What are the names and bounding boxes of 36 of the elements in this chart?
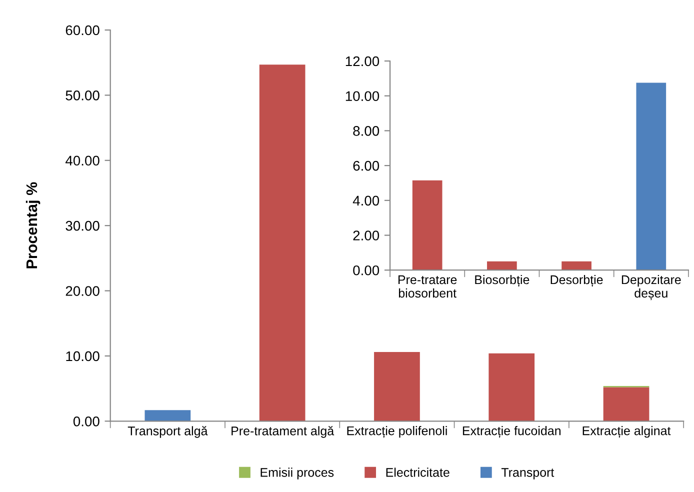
y-tick-label: 60.00 bbox=[66, 25, 100, 36]
y-tick-label: 20.00 bbox=[66, 286, 100, 296]
y-axis-title: Procentaj % bbox=[26, 182, 40, 268]
x-tick-label: Extracție alginat bbox=[582, 426, 671, 438]
bar bbox=[562, 261, 592, 270]
bar bbox=[412, 180, 442, 270]
y-tick-label: 50.00 bbox=[66, 90, 100, 100]
legend-label: Electricitate bbox=[386, 468, 450, 477]
bar bbox=[636, 82, 666, 270]
y-tick-label: 6.00 bbox=[353, 160, 380, 171]
bar bbox=[487, 261, 517, 270]
x-tick-label: Transport algă bbox=[128, 426, 208, 438]
bar bbox=[603, 387, 650, 422]
x-tick-label: Extracție fucoidan bbox=[462, 426, 560, 438]
x-tick-label: Biosorbție bbox=[475, 274, 530, 287]
y-tick-label: 10.00 bbox=[346, 91, 380, 102]
y-tick-label: 12.00 bbox=[346, 56, 380, 66]
x-tick-label: Pre-tratare biosorbent bbox=[398, 275, 457, 298]
x-tick-label: Extracție polifenoli bbox=[347, 426, 447, 438]
bar bbox=[488, 353, 535, 422]
bar bbox=[144, 410, 191, 422]
legend-label: Transport bbox=[501, 468, 554, 480]
y-tick-label: 4.00 bbox=[352, 196, 380, 206]
y-tick-label: 2.00 bbox=[353, 230, 380, 240]
bar bbox=[259, 64, 306, 422]
y-tick-label: 0.00 bbox=[353, 265, 380, 276]
legend-label: Emisii proces bbox=[260, 468, 334, 480]
bar bbox=[374, 352, 420, 422]
y-tick-label: 40.00 bbox=[65, 156, 100, 166]
x-tick-label: Depozitare deșeu bbox=[622, 274, 681, 300]
y-tick-label: 10.00 bbox=[66, 351, 100, 362]
y-tick-label: 30.00 bbox=[66, 220, 100, 231]
x-tick-label: Pre-tratament algă bbox=[232, 426, 334, 438]
y-tick-label: 0.00 bbox=[73, 416, 100, 426]
y-tick-label: 8.00 bbox=[353, 126, 380, 136]
x-tick-label: Desorbție bbox=[550, 274, 603, 287]
